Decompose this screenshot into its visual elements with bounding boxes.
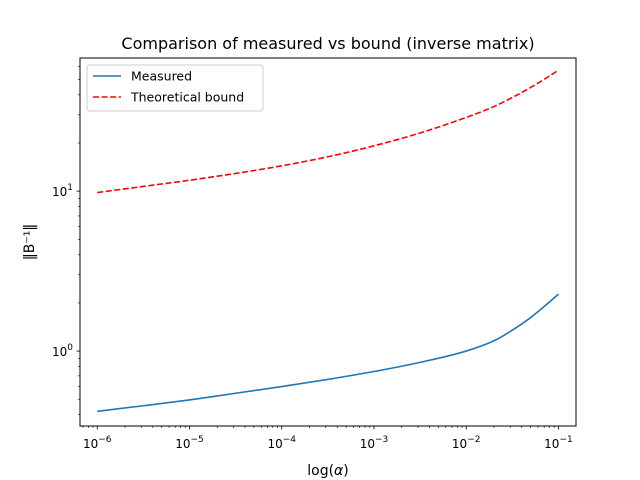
y-tick-base: 10: [52, 345, 67, 359]
series-line-measured: [97, 293, 559, 413]
y-tick-exponent: 1: [67, 183, 73, 193]
y-tick-exponent: 0: [67, 343, 73, 353]
y-axis-label: ‖B⁻¹‖: [22, 224, 38, 261]
x-tick-label: 10−6: [83, 435, 112, 451]
legend-label-bound: Theoretical bound: [130, 90, 244, 105]
plot-frame: [79, 57, 577, 427]
x-tick-base: 10: [267, 437, 282, 451]
x-tick-exponent: −6: [98, 435, 112, 445]
legend-box: [86, 64, 264, 112]
y-tick-base: 10: [52, 185, 67, 199]
legend-label-measured: Measured: [131, 69, 192, 84]
y-tick-label: 101: [52, 183, 73, 199]
x-tick-base: 10: [360, 437, 375, 451]
x-tick-exponent: −2: [467, 435, 480, 445]
plot-area: [97, 69, 559, 413]
x-tick-label: 10−5: [175, 435, 204, 451]
x-tick-exponent: −1: [559, 435, 572, 445]
x-axis-label: log(α): [307, 463, 349, 479]
x-tick-base: 10: [175, 437, 190, 451]
y-tick-label: 100: [52, 343, 73, 359]
chart-title: Comparison of measured vs bound (inverse…: [121, 34, 534, 53]
series-line-theoretical-bound: [97, 69, 559, 194]
legend: Measured Theoretical bound: [86, 64, 264, 112]
x-axis: 10−6 10−5 10−4 10−3 10−2 10−1: [82, 426, 573, 451]
x-tick-label: 10−1: [544, 435, 573, 451]
x-tick-exponent: −4: [283, 435, 297, 445]
x-tick-base: 10: [83, 437, 98, 451]
x-tick-exponent: −5: [190, 435, 203, 445]
x-tick-base: 10: [544, 437, 559, 451]
x-tick-exponent: −3: [375, 435, 388, 445]
x-tick-label: 10−2: [452, 435, 481, 451]
x-tick-label: 10−3: [360, 435, 389, 451]
x-tick-base: 10: [452, 437, 467, 451]
x-tick-label: 10−4: [267, 435, 296, 451]
